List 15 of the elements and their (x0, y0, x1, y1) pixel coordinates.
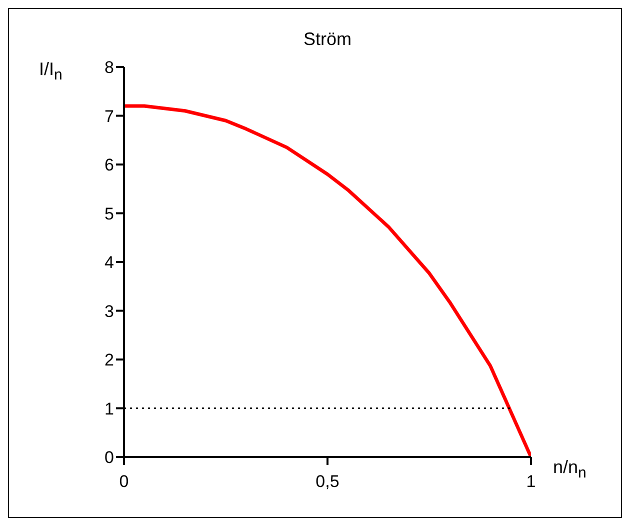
x-tick-label: 0 (119, 472, 129, 492)
y-tick-label: 1 (104, 399, 114, 418)
y-tick-label: 2 (104, 350, 114, 370)
y-tick-label: 5 (104, 204, 114, 224)
y-axis-title: I/I$_{n}$ (39, 59, 62, 84)
y-tick-label: 3 (104, 302, 114, 321)
chart-title: Ström (302, 29, 352, 50)
y-tick-label: 7 (104, 106, 114, 126)
y-tick-label: 4 (104, 253, 114, 272)
y-tick-label: 8 (104, 58, 114, 78)
x-axis-title: n/n$_{n}$ (553, 457, 586, 482)
x-tick-label: 0,5 (316, 472, 340, 492)
y-tick-label: 6 (104, 156, 114, 175)
x-tick-label: 1 (526, 472, 536, 492)
y-tick-label: 0 (104, 448, 114, 468)
